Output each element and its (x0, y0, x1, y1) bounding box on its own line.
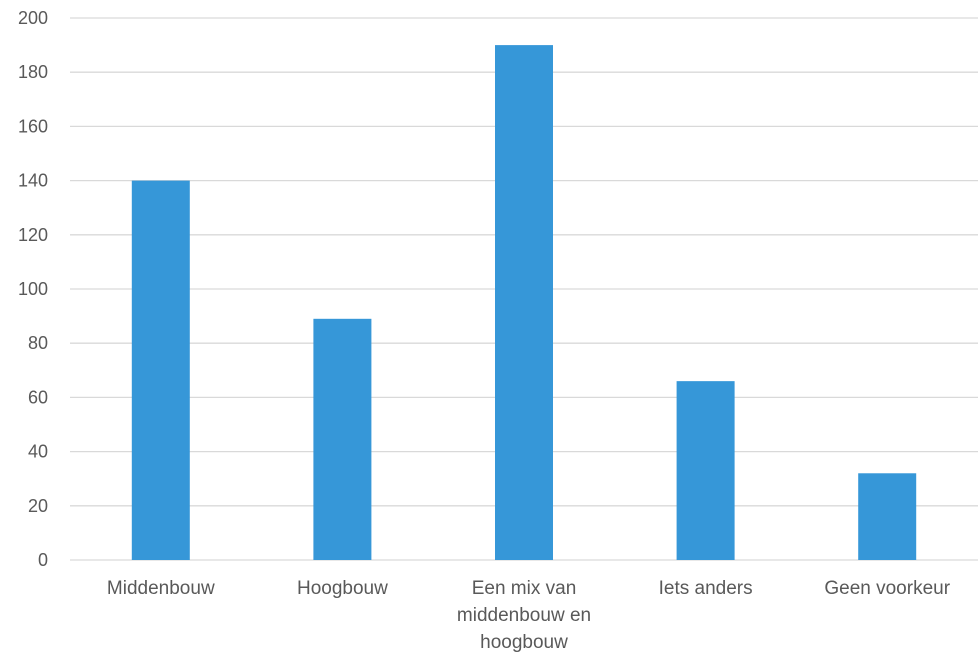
y-tick-label: 60 (28, 387, 48, 407)
y-tick-label: 200 (18, 8, 48, 28)
bar (495, 45, 553, 561)
y-tick-label: 20 (28, 496, 48, 516)
y-axis-tick-labels: 0 20 40 60 80 100 120 140 160 180 200 (18, 8, 48, 570)
y-tick-label: 120 (18, 225, 48, 245)
x-category-label: Middenbouw (107, 578, 215, 599)
bar (858, 473, 917, 560)
y-tick-label: 160 (18, 116, 48, 136)
x-category-label: Geen voorkeur (824, 578, 950, 599)
x-category-label: Hoogbouw (297, 578, 388, 599)
y-tick-label: 180 (18, 62, 48, 82)
bar (313, 318, 372, 560)
bar (676, 381, 735, 560)
y-tick-label: 100 (18, 279, 48, 299)
x-category-label: Een mix van middenbouw en hoogbouw (457, 578, 591, 653)
y-tick-label: 80 (28, 333, 48, 353)
bar (131, 180, 190, 560)
y-tick-label: 40 (28, 442, 48, 462)
y-tick-label: 140 (18, 171, 48, 191)
x-axis-category-labels: Middenbouw Hoogbouw Een mix van middenbouw … (107, 578, 951, 653)
bars (131, 45, 917, 561)
y-tick-label: 0 (38, 550, 48, 570)
x-category-label: Iets anders (659, 578, 753, 599)
